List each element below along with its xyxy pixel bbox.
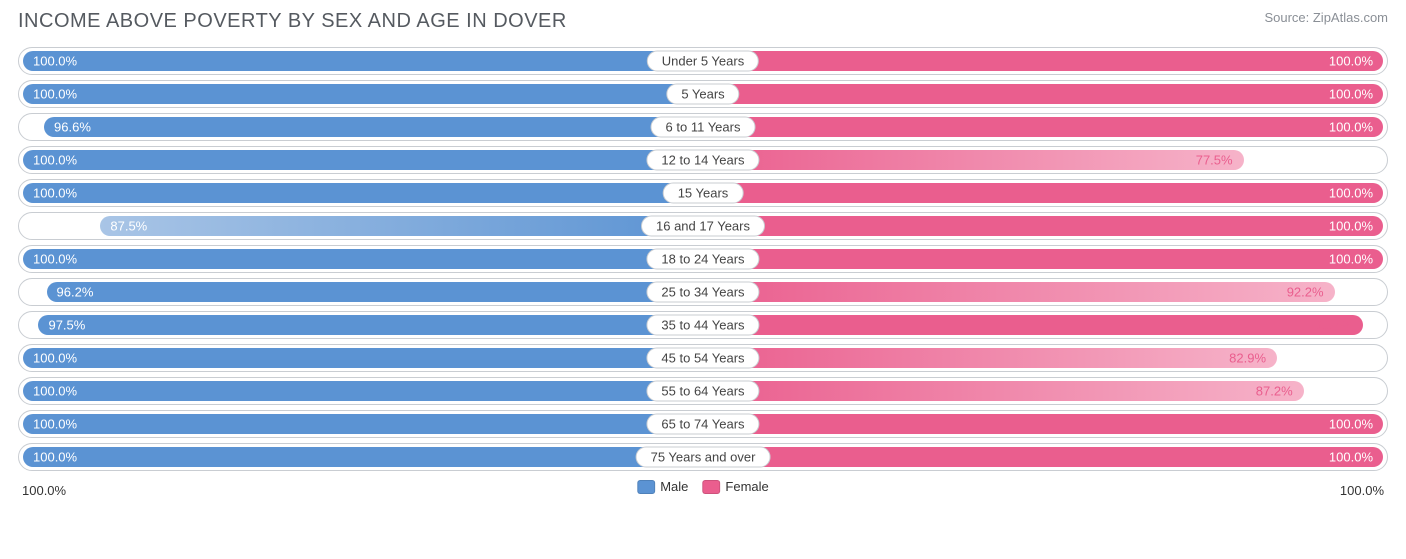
male-value-label: 96.6% — [54, 120, 91, 135]
female-value-label: 100.0% — [1329, 186, 1373, 201]
chart-row: 100.0% 77.5% 12 to 14 Years — [18, 146, 1388, 174]
male-value-label: 97.5% — [48, 318, 85, 333]
chart-row: 100.0% 100.0% 65 to 74 Years — [18, 410, 1388, 438]
chart-row: 100.0% 100.0% 15 Years — [18, 179, 1388, 207]
male-bar — [38, 315, 703, 335]
chart-row: 96.6% 100.0% 6 to 11 Years — [18, 113, 1388, 141]
age-label: 5 Years — [666, 84, 739, 105]
chart-row: 100.0% 100.0% 18 to 24 Years — [18, 245, 1388, 273]
age-label: 16 and 17 Years — [641, 216, 765, 237]
female-value-label: 77.5% — [1196, 153, 1233, 168]
male-bar — [23, 447, 703, 467]
male-bar — [23, 183, 703, 203]
legend-female-swatch — [702, 480, 720, 494]
male-value-label: 100.0% — [33, 450, 77, 465]
chart-title: INCOME ABOVE POVERTY BY SEX AND AGE IN D… — [18, 10, 567, 33]
female-bar — [703, 315, 1363, 335]
male-value-label: 100.0% — [33, 87, 77, 102]
female-bar — [703, 249, 1383, 269]
female-value-label: 100.0% — [1329, 54, 1373, 69]
chart-row: 97.5% 96.7% 35 to 44 Years — [18, 311, 1388, 339]
male-bar — [23, 249, 703, 269]
female-bar — [703, 150, 1244, 170]
male-value-label: 100.0% — [33, 153, 77, 168]
female-bar — [703, 51, 1383, 71]
legend-female: Female — [702, 479, 768, 494]
age-label: 25 to 34 Years — [646, 282, 759, 303]
female-value-label: 100.0% — [1329, 219, 1373, 234]
legend-male-swatch — [637, 480, 655, 494]
male-value-label: 100.0% — [33, 186, 77, 201]
chart-row: 87.5% 100.0% 16 and 17 Years — [18, 212, 1388, 240]
female-bar — [703, 414, 1383, 434]
female-value-label: 92.2% — [1287, 285, 1324, 300]
legend: Male Female — [637, 479, 769, 494]
chart-row: 100.0% 100.0% 5 Years — [18, 80, 1388, 108]
age-label: Under 5 Years — [647, 51, 759, 72]
age-label: 15 Years — [663, 183, 744, 204]
age-label: 35 to 44 Years — [646, 315, 759, 336]
chart-row: 96.2% 92.2% 25 to 34 Years — [18, 278, 1388, 306]
chart-row: 100.0% 100.0% Under 5 Years — [18, 47, 1388, 75]
legend-male: Male — [637, 479, 688, 494]
female-bar — [703, 381, 1304, 401]
age-label: 45 to 54 Years — [646, 348, 759, 369]
chart-source: Source: ZipAtlas.com — [1264, 10, 1388, 25]
male-bar — [23, 381, 703, 401]
male-bar — [44, 117, 703, 137]
age-label: 6 to 11 Years — [651, 117, 756, 138]
male-bar — [23, 150, 703, 170]
female-bar — [703, 216, 1383, 236]
female-bar — [703, 348, 1277, 368]
age-label: 18 to 24 Years — [646, 249, 759, 270]
female-value-label: 100.0% — [1329, 450, 1373, 465]
female-value-label: 100.0% — [1329, 120, 1373, 135]
chart-row: 100.0% 87.2% 55 to 64 Years — [18, 377, 1388, 405]
age-label: 55 to 64 Years — [646, 381, 759, 402]
chart-header: INCOME ABOVE POVERTY BY SEX AND AGE IN D… — [18, 10, 1388, 33]
male-bar — [100, 216, 703, 236]
male-value-label: 100.0% — [33, 417, 77, 432]
chart-row: 100.0% 82.9% 45 to 54 Years — [18, 344, 1388, 372]
axis-left-label: 100.0% — [22, 483, 66, 498]
legend-male-label: Male — [660, 479, 688, 494]
female-value-label: 100.0% — [1329, 252, 1373, 267]
age-label: 65 to 74 Years — [646, 414, 759, 435]
male-value-label: 100.0% — [33, 54, 77, 69]
female-bar — [703, 447, 1383, 467]
male-bar — [23, 51, 703, 71]
female-bar — [703, 183, 1383, 203]
chart-rows: 100.0% 100.0% Under 5 Years 100.0% 100.0% 5 Y… — [18, 47, 1388, 471]
female-value-label: 82.9% — [1229, 351, 1266, 366]
male-bar — [23, 414, 703, 434]
male-bar — [23, 348, 703, 368]
female-bar — [703, 84, 1383, 104]
legend-female-label: Female — [725, 479, 768, 494]
female-value-label: 100.0% — [1329, 87, 1373, 102]
male-bar — [47, 282, 703, 302]
male-bar — [23, 84, 703, 104]
female-bar — [703, 282, 1335, 302]
chart-footer: 100.0% Male Female 100.0% — [18, 479, 1388, 505]
male-value-label: 87.5% — [110, 219, 147, 234]
female-value-label: 100.0% — [1329, 417, 1373, 432]
age-label: 12 to 14 Years — [646, 150, 759, 171]
male-value-label: 100.0% — [33, 384, 77, 399]
female-value-label: 96.7% — [1315, 318, 1352, 333]
male-value-label: 100.0% — [33, 351, 77, 366]
male-value-label: 100.0% — [33, 252, 77, 267]
age-label: 75 Years and over — [636, 447, 771, 468]
female-value-label: 87.2% — [1256, 384, 1293, 399]
male-value-label: 96.2% — [57, 285, 94, 300]
axis-right-label: 100.0% — [1340, 483, 1384, 498]
female-bar — [703, 117, 1383, 137]
chart-row: 100.0% 100.0% 75 Years and over — [18, 443, 1388, 471]
